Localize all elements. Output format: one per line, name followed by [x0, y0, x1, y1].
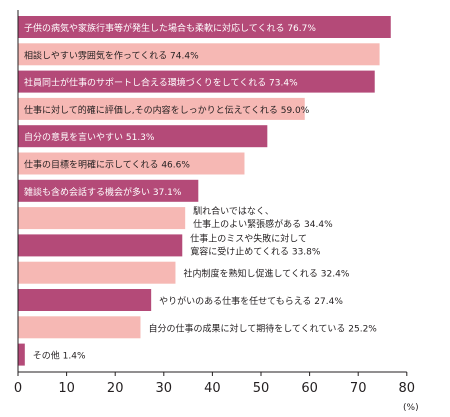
bar-9: [18, 234, 183, 257]
bar-label-4: 仕事に対して的確に評価し,その内容をしっかりと伝えてくれる 59.0%: [24, 104, 310, 116]
bar-label-5: 自分の意見を言いやすい 51.3%: [24, 131, 155, 143]
x-tick-label-10: 10: [58, 381, 75, 396]
bar-label-9-line-2: 寛容に受け止めてくれる 33.8%: [190, 245, 321, 257]
bar-4: [18, 97, 305, 120]
bar-label-3: 社員同士が仕事のサポートし合える環境づくりをしてくれる 73.4%: [24, 77, 298, 89]
bar-13: [18, 343, 25, 366]
x-tick-label-60: 60: [301, 381, 318, 396]
bar-label-2: 相談しやすい雰囲気を作ってくれる 74.4%: [24, 49, 199, 61]
bar-2: [18, 43, 380, 66]
bar-6: [18, 152, 245, 175]
bar-label-10: 社内制度を熟知し促進してくれる 32.4%: [183, 268, 349, 280]
bar-label-1: 子供の病気や家族行事等が発生した場合も柔軟に対応してくれる 76.7%: [24, 22, 316, 34]
bar-7: [18, 179, 199, 202]
bar-label-11: やりがいのある仕事を任せてもらえる 27.4%: [159, 295, 343, 307]
x-axis-unit: (%): [403, 403, 419, 413]
bar-label-9-line-1: 仕事上のミスや失敗に対して: [190, 232, 307, 244]
bar-3: [18, 70, 375, 93]
bar-label-8-line-1: 馴れ合いではなく、: [193, 205, 274, 217]
x-tick-label-30: 30: [156, 381, 173, 396]
bar-12: [18, 316, 141, 339]
x-tick-label-40: 40: [204, 381, 221, 396]
bar-1: [18, 16, 391, 38]
bar-label-13: その他 1.4%: [33, 350, 86, 362]
bar-label-7: 雑談も含め会話する機会が多い 37.1%: [24, 186, 182, 198]
bar-10: [18, 261, 176, 284]
x-tick-label-70: 70: [350, 381, 367, 396]
bar-label-8-line-2: 仕事上のよい緊張感がある 34.4%: [193, 218, 333, 230]
x-tick-label-0: 0: [14, 381, 22, 396]
bar-11: [18, 289, 152, 311]
bar-8: [18, 207, 186, 230]
x-tick-label-80: 80: [399, 381, 416, 396]
x-tick-label-20: 20: [107, 381, 124, 396]
x-tick-label-50: 50: [253, 381, 270, 396]
bar-5: [18, 125, 268, 148]
bar-label-12: 自分の仕事の成果に対して期待をしてくれている 25.2%: [148, 322, 377, 334]
bar-label-6: 仕事の目標を明確に示してくれる 46.6%: [24, 159, 190, 171]
